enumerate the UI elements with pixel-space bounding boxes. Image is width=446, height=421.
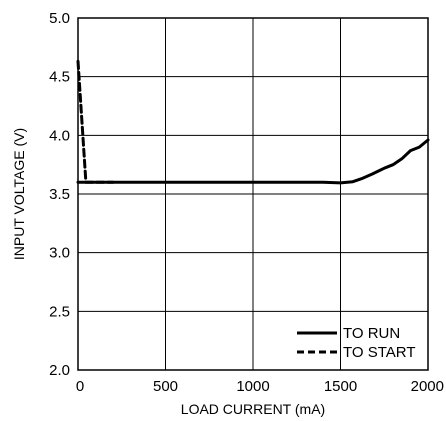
legend-label-to-run: TO RUN bbox=[343, 325, 400, 342]
y-tick-label: 3.0 bbox=[49, 245, 70, 262]
y-tick-label: 3.5 bbox=[49, 186, 70, 203]
x-tick-label: 500 bbox=[153, 378, 178, 395]
x-axis-label: LOAD CURRENT (mA) bbox=[181, 401, 325, 417]
y-tick-label: 4.5 bbox=[49, 69, 70, 86]
y-tick-labels: 2.0 2.5 3.0 3.5 4.0 4.5 5.0 bbox=[49, 10, 70, 379]
x-tick-label: 1500 bbox=[324, 378, 357, 395]
y-tick-label: 4.0 bbox=[49, 127, 70, 144]
series-line-to-run bbox=[76, 138, 430, 185]
legend: TO RUN TO START bbox=[297, 325, 416, 361]
grid bbox=[78, 18, 428, 370]
x-tick-label: 0 bbox=[76, 378, 84, 395]
series-line-to-start bbox=[76, 59, 115, 184]
x-tick-label: 1000 bbox=[236, 378, 269, 395]
x-tick-labels: 0 500 1000 1500 2000 bbox=[76, 378, 444, 395]
y-tick-label: 2.5 bbox=[49, 303, 70, 320]
y-tick-label: 2.0 bbox=[49, 362, 70, 379]
y-axis-label: INPUT VOLTAGE (V) bbox=[11, 128, 27, 260]
y-tick-label: 5.0 bbox=[49, 10, 70, 27]
plot-frame bbox=[77, 17, 429, 371]
series-group bbox=[76, 59, 430, 185]
x-tick-label: 2000 bbox=[411, 378, 444, 395]
legend-label-to-start: TO START bbox=[343, 344, 416, 361]
